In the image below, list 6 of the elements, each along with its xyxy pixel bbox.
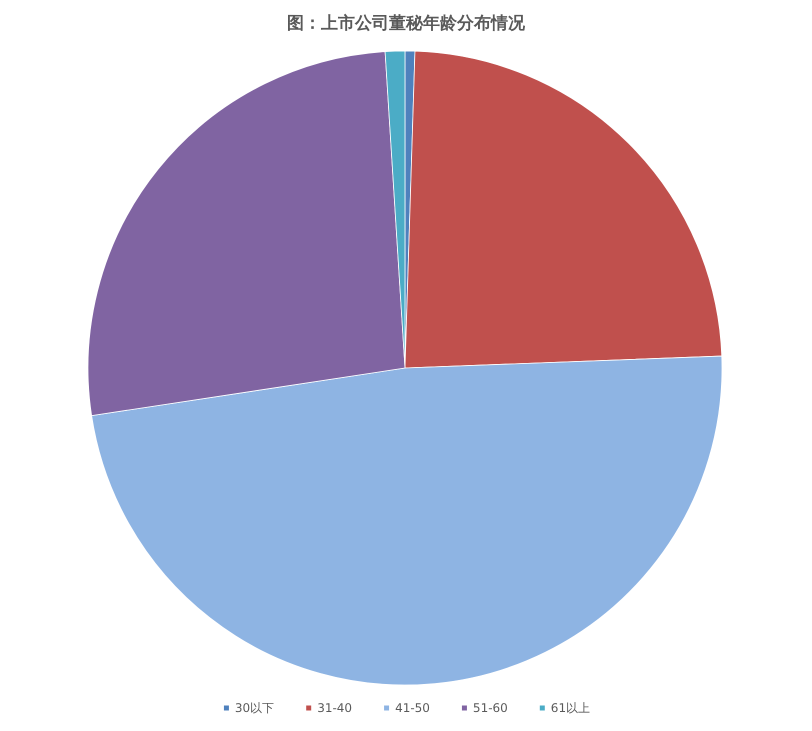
legend-label: 51-60 [472, 701, 508, 715]
chart-title: 图：上市公司董秘年龄分布情况 [287, 14, 526, 34]
legend-label: 41-50 [395, 701, 430, 715]
legend-label: 61以上 [550, 701, 590, 715]
legend-label: 30以下 [234, 701, 274, 715]
legend-label: 31-40 [317, 701, 352, 715]
